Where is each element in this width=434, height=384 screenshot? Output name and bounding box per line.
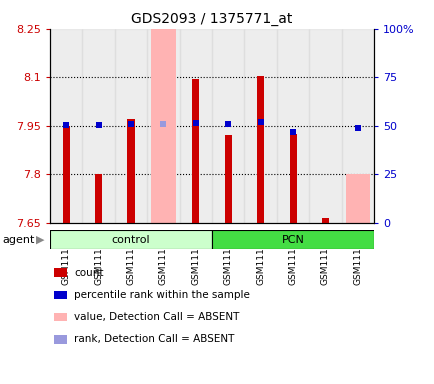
Bar <box>82 29 115 223</box>
Bar <box>127 119 134 223</box>
Text: value, Detection Call = ABSENT: value, Detection Call = ABSENT <box>74 312 239 322</box>
Text: ▶: ▶ <box>36 235 45 245</box>
Bar <box>345 174 369 223</box>
Bar <box>224 136 231 223</box>
Text: rank, Detection Call = ABSENT: rank, Detection Call = ABSENT <box>74 334 234 344</box>
Bar <box>115 29 147 223</box>
Bar <box>95 174 102 223</box>
Text: count: count <box>74 268 104 278</box>
Bar <box>50 230 212 249</box>
Bar <box>276 29 309 223</box>
Bar <box>212 230 373 249</box>
Text: PCN: PCN <box>281 235 304 245</box>
Bar <box>289 134 296 223</box>
Title: GDS2093 / 1375771_at: GDS2093 / 1375771_at <box>131 12 292 26</box>
Bar <box>341 29 373 223</box>
Text: agent: agent <box>2 235 34 245</box>
Bar <box>147 29 179 223</box>
Bar <box>212 29 244 223</box>
Bar <box>256 76 263 223</box>
Bar <box>179 29 212 223</box>
Bar <box>151 27 175 223</box>
Bar <box>62 126 69 223</box>
Text: percentile rank within the sample: percentile rank within the sample <box>74 290 250 300</box>
Bar <box>321 218 328 223</box>
Bar <box>50 29 82 223</box>
Bar <box>309 29 341 223</box>
Bar <box>244 29 276 223</box>
Bar <box>192 79 199 223</box>
Text: control: control <box>112 235 150 245</box>
